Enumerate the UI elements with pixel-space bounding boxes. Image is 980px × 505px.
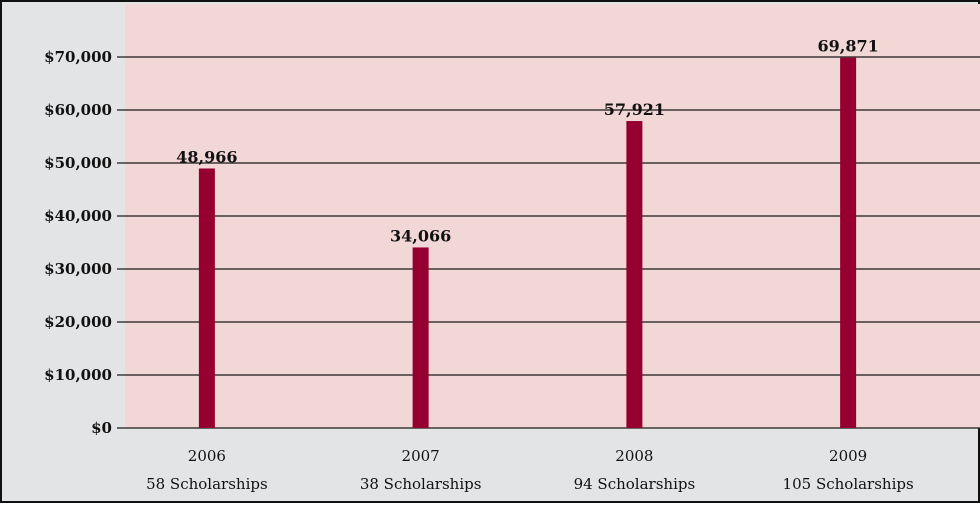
bar xyxy=(198,168,215,428)
y-tick-label: $0 xyxy=(91,419,112,437)
x-category-label: 2006 xyxy=(188,447,226,465)
bar xyxy=(412,247,429,428)
x-category-label: 2009 xyxy=(829,447,867,465)
data-label: 57,921 xyxy=(604,100,665,119)
data-label: 48,966 xyxy=(176,147,237,166)
y-tick-label: $20,000 xyxy=(44,313,112,331)
y-tick-label: $30,000 xyxy=(44,260,112,278)
x-category-label: 2007 xyxy=(402,447,440,465)
data-label: 34,066 xyxy=(390,226,451,245)
x-category-sublabel: 58 Scholarships xyxy=(146,475,268,493)
y-tick-label: $10,000 xyxy=(44,366,112,384)
x-category-label: 2008 xyxy=(615,447,653,465)
bar xyxy=(840,57,857,428)
data-label: 69,871 xyxy=(818,37,879,56)
x-category-sublabel: 38 Scholarships xyxy=(360,475,482,493)
y-tick-label: $70,000 xyxy=(44,48,112,66)
y-tick-label: $50,000 xyxy=(44,154,112,172)
y-tick-label: $40,000 xyxy=(44,207,112,225)
bar xyxy=(626,121,643,428)
x-category-sublabel: 105 Scholarships xyxy=(783,475,914,493)
x-category-sublabel: 94 Scholarships xyxy=(574,475,696,493)
y-tick-label: $60,000 xyxy=(44,101,112,119)
